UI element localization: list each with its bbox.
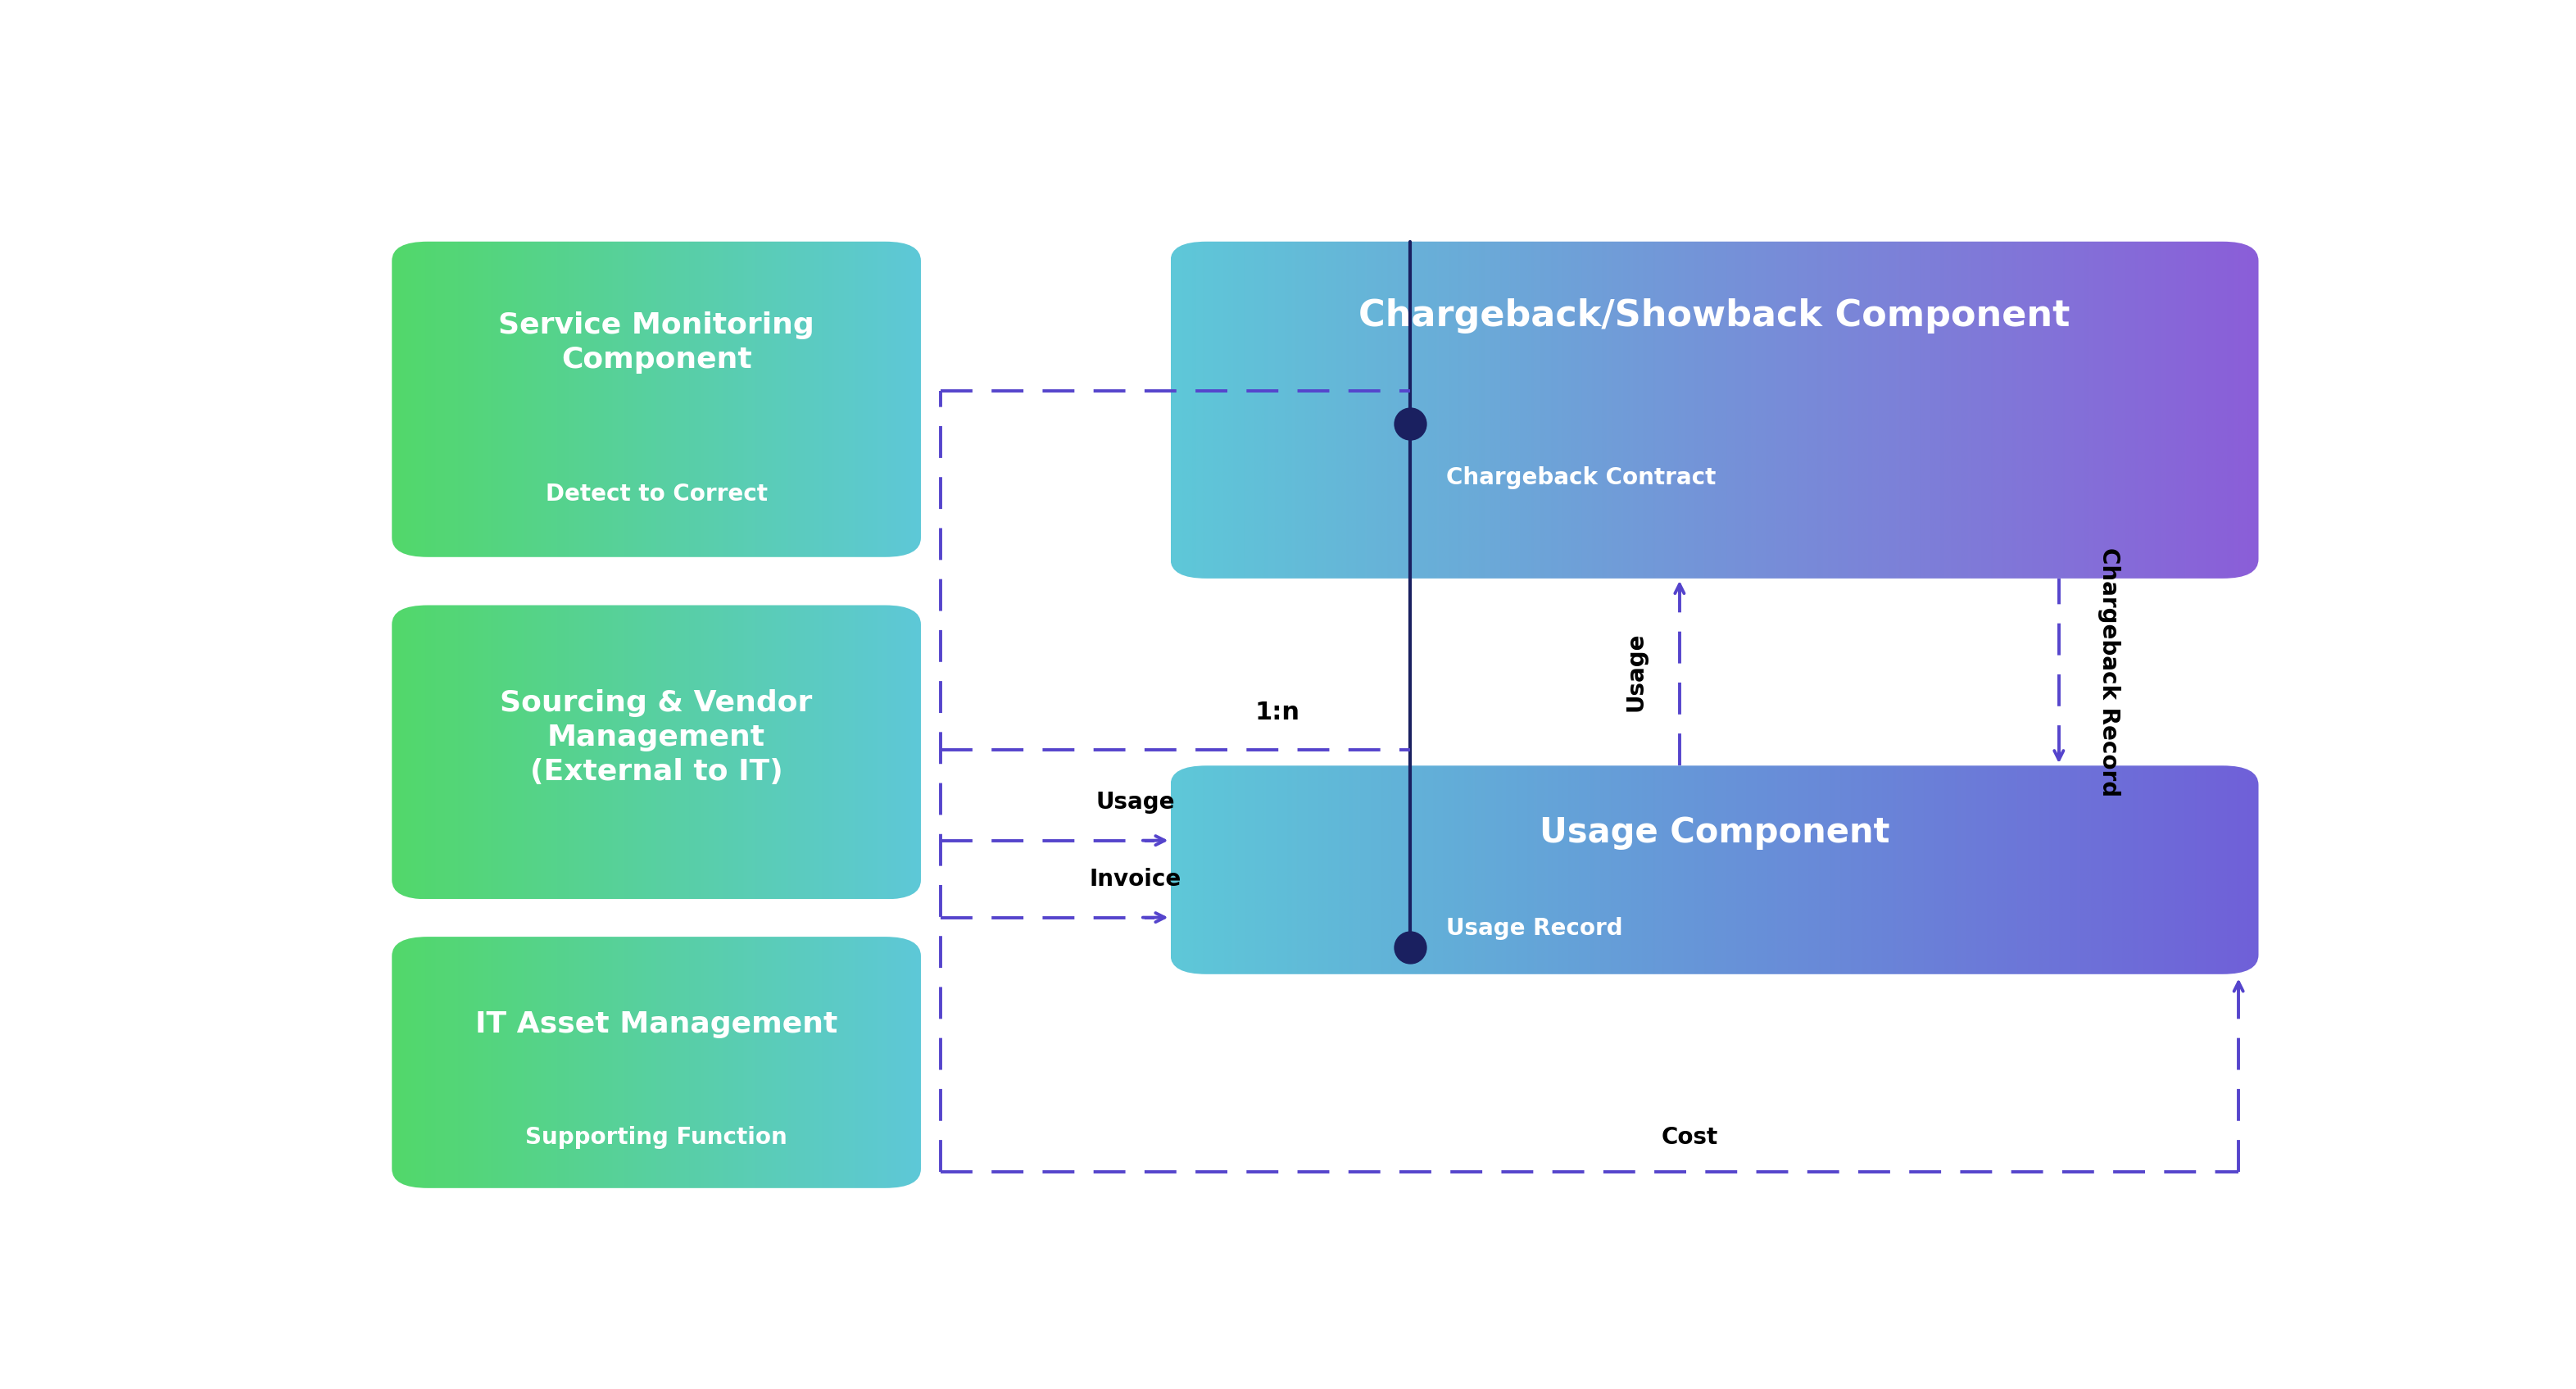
Text: Usage: Usage <box>1095 790 1175 814</box>
Text: Usage: Usage <box>1623 632 1646 711</box>
Text: Service Monitoring
Component: Service Monitoring Component <box>497 311 814 374</box>
Text: Sourcing & Vendor
Management
(External to IT): Sourcing & Vendor Management (External t… <box>500 689 811 786</box>
Text: Usage Component: Usage Component <box>1540 815 1891 850</box>
Text: Supporting Function: Supporting Function <box>526 1126 788 1149</box>
Text: IT Asset Management: IT Asset Management <box>474 1011 837 1039</box>
Text: Detect to Correct: Detect to Correct <box>546 482 768 506</box>
Text: Chargeback Contract: Chargeback Contract <box>1445 465 1716 489</box>
Text: Usage Record: Usage Record <box>1445 917 1623 940</box>
Text: Chargeback/Showback Component: Chargeback/Showback Component <box>1358 299 2071 333</box>
Text: Chargeback Record: Chargeback Record <box>2097 547 2120 797</box>
Text: 1:n: 1:n <box>1255 700 1301 724</box>
Text: Invoice: Invoice <box>1090 868 1182 890</box>
Text: Cost: Cost <box>1662 1125 1718 1149</box>
